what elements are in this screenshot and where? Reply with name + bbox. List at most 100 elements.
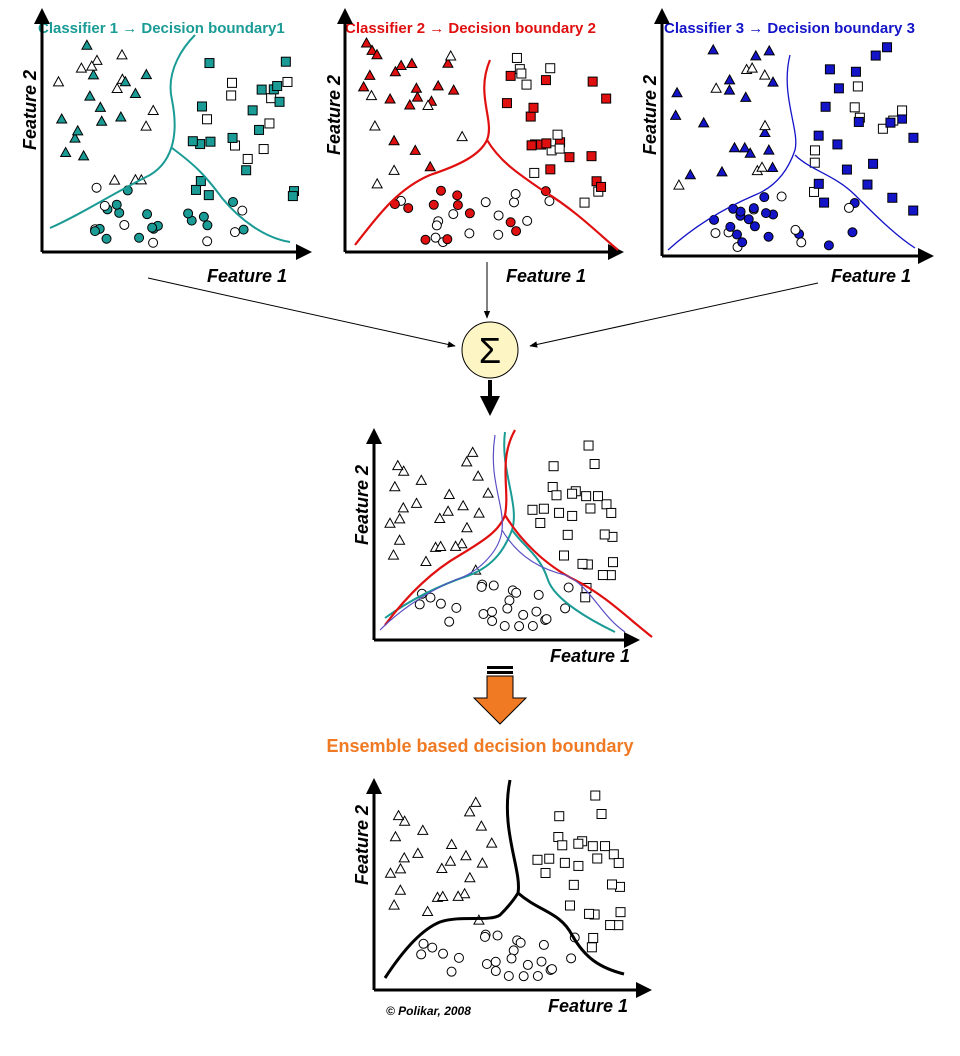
- circle-marker: [538, 939, 549, 950]
- classifier-1-title: Classifier 1 → Decision boundary1: [38, 20, 285, 37]
- square-marker: [601, 499, 612, 510]
- triangle-marker: [457, 499, 469, 511]
- triangle-marker: [389, 65, 402, 77]
- triangle-marker: [95, 115, 108, 126]
- square-marker: [605, 920, 616, 931]
- square-marker: [596, 181, 607, 192]
- square-marker: [613, 857, 624, 868]
- triangle-marker: [365, 89, 378, 101]
- square-marker: [558, 550, 569, 561]
- square-marker: [256, 84, 267, 95]
- square-marker: [202, 114, 213, 125]
- square-marker: [833, 83, 844, 94]
- square-marker: [540, 75, 551, 86]
- circle-marker: [148, 237, 159, 248]
- circle-marker: [403, 203, 414, 214]
- triangle-marker: [763, 144, 775, 155]
- square-marker: [585, 503, 596, 514]
- circle-marker: [493, 210, 504, 221]
- square-marker: [596, 808, 607, 819]
- square-marker: [887, 192, 898, 203]
- square-marker: [204, 58, 215, 69]
- circle-marker: [464, 228, 475, 239]
- circle-marker: [493, 229, 504, 240]
- triangle-marker: [52, 75, 65, 87]
- arrow-from-classifier-1: [147, 277, 456, 348]
- circle-marker: [453, 952, 464, 963]
- triangle-marker: [388, 164, 400, 175]
- square-marker: [573, 838, 584, 849]
- square-marker: [868, 158, 879, 169]
- x-axis-arrowhead: [636, 982, 652, 998]
- triangle-marker: [458, 887, 471, 899]
- triangle-marker: [85, 60, 98, 71]
- circle-marker: [202, 236, 213, 247]
- triangle-marker: [697, 116, 710, 128]
- triangle-marker: [738, 141, 751, 153]
- circle-marker: [481, 959, 492, 970]
- square-marker: [196, 101, 207, 112]
- y-axis-arrowhead: [366, 428, 382, 444]
- triangle-marker: [388, 899, 400, 910]
- triangle-marker: [411, 91, 424, 102]
- triangle-marker: [397, 501, 410, 513]
- triangle-marker: [673, 179, 685, 190]
- square-marker: [559, 857, 570, 868]
- triangle-marker: [388, 480, 401, 492]
- circle-marker: [499, 621, 510, 632]
- square-marker: [824, 64, 835, 75]
- square-marker: [254, 124, 265, 135]
- square-marker: [573, 860, 584, 871]
- square-marker: [264, 118, 275, 129]
- circle-marker: [759, 192, 770, 203]
- triangle-marker: [384, 867, 397, 878]
- circle-marker: [464, 208, 475, 219]
- triangle-marker: [384, 517, 396, 528]
- triangle-marker: [460, 849, 472, 861]
- square-marker: [908, 132, 919, 143]
- circle-marker: [732, 229, 743, 240]
- square-marker: [227, 132, 238, 143]
- square-marker: [608, 849, 619, 860]
- x-axis-label: Feature 1: [548, 996, 628, 1016]
- x-axis-arrowhead: [624, 632, 640, 648]
- decision-boundary-3: [667, 54, 916, 251]
- sum-node: Σ: [461, 321, 519, 379]
- square-marker: [287, 191, 298, 202]
- decision-boundary-1: [49, 34, 291, 243]
- triangle-marker: [684, 168, 697, 180]
- circle-marker: [431, 220, 442, 231]
- y-axis-label: Feature 2: [20, 70, 40, 150]
- classifier-2-title: Classifier 2 → Decision boundary 2: [345, 20, 596, 37]
- circle-marker: [229, 227, 240, 238]
- square-marker: [592, 491, 603, 502]
- circle-marker: [202, 220, 213, 231]
- square-marker: [274, 96, 285, 107]
- triangle-marker: [758, 69, 771, 80]
- square-marker: [551, 490, 562, 501]
- square-marker: [577, 558, 588, 569]
- combined-boundary-3: [379, 434, 626, 633]
- triangle-marker: [388, 134, 400, 146]
- triangle-marker: [433, 512, 446, 523]
- square-marker: [552, 129, 563, 140]
- circle-marker: [142, 209, 153, 220]
- triangle-marker: [707, 43, 720, 55]
- triangle-marker: [389, 830, 402, 842]
- triangle-marker: [405, 57, 418, 68]
- triangle-marker: [395, 59, 407, 70]
- square-marker: [885, 117, 896, 128]
- square-marker: [882, 42, 893, 53]
- triangle-marker: [464, 871, 476, 883]
- circle-marker: [505, 217, 516, 228]
- triangle-marker: [71, 124, 84, 136]
- triangle-marker: [81, 39, 93, 50]
- square-marker: [580, 592, 591, 603]
- circle-marker: [238, 224, 249, 235]
- triangle-marker: [434, 540, 447, 552]
- circle-marker: [566, 953, 577, 964]
- triangle-marker: [763, 44, 776, 56]
- triangle-marker: [140, 68, 153, 80]
- triangle-marker: [392, 809, 405, 821]
- y-axis-label: Feature 2: [324, 75, 344, 155]
